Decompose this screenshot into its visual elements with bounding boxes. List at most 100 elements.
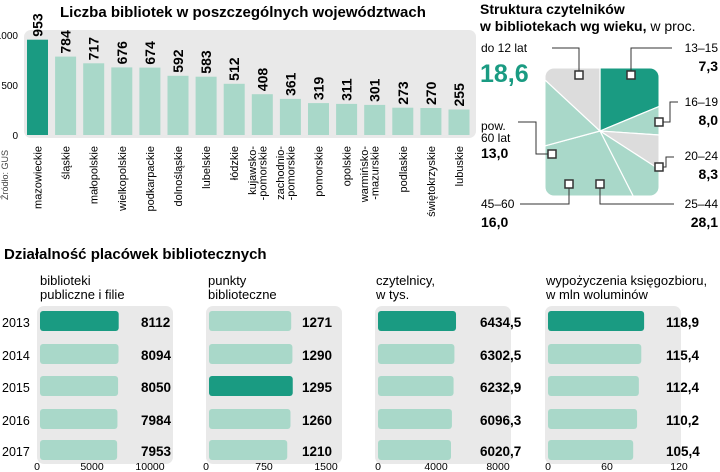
bar <box>279 98 301 135</box>
leader-marker <box>654 117 664 127</box>
bar-value-label: 115,4 <box>666 348 700 363</box>
text-line: dolnośląskie <box>173 146 185 207</box>
year-label: 2017 <box>2 445 30 459</box>
bar-value-label: 8094 <box>141 348 172 363</box>
leader-marker <box>626 70 636 80</box>
bar-value-label: 1260 <box>302 413 332 428</box>
bar <box>378 440 452 460</box>
bar-value-label: 7953 <box>141 444 172 459</box>
chart-title: Liczba bibliotek w poszczególnych wojewó… <box>60 4 426 21</box>
bar-value-label: 301 <box>367 78 383 102</box>
text-line: -mazurskie <box>370 146 382 200</box>
bar-value-label: 319 <box>311 77 327 101</box>
leader-line <box>630 47 672 75</box>
bar-value-label: 118,9 <box>666 315 699 330</box>
category-label: zachodnio--pomorskie <box>275 146 298 201</box>
y-tick-label: 500 <box>1 81 18 92</box>
bar <box>139 67 161 135</box>
bar-value-label: 592 <box>170 49 186 73</box>
bar-value-label: 1295 <box>302 380 333 395</box>
bar-value-label: 1210 <box>302 444 332 459</box>
text-line: -pomorskie <box>285 146 297 200</box>
slice-label: pow. 60 lat <box>481 119 511 145</box>
x-tick-label: 60 <box>601 461 613 472</box>
category-label: wielkopolskie <box>117 146 129 212</box>
slice-label: 45–60 <box>481 197 515 211</box>
text-line: biblioteki <box>40 273 91 288</box>
bar <box>251 94 273 135</box>
bar <box>336 103 358 135</box>
x-tick-label: 120 <box>670 461 688 472</box>
text-line: -pomorskie <box>257 146 269 200</box>
slice-value-label: 13,0 <box>481 145 508 161</box>
bar <box>209 376 293 396</box>
leader-marker <box>564 179 574 189</box>
text-line: pow. <box>481 119 506 133</box>
bar <box>308 103 329 135</box>
text-line: małopolskie <box>89 146 101 204</box>
bar <box>55 56 77 135</box>
leader-line <box>659 101 678 123</box>
x-tick-label: 8000 <box>486 461 510 472</box>
x-tick-label: 750 <box>255 461 273 472</box>
pie-frame <box>544 67 660 197</box>
text-line: punkty <box>208 273 247 288</box>
activity-panel: czytelnicy, w tys. 6434,5 6302,5 6232,9 6096,… <box>375 273 522 472</box>
bar <box>40 409 118 429</box>
bar <box>548 344 642 364</box>
text-line: kujawsko- <box>247 146 259 195</box>
category-label: lubuskie <box>454 146 466 186</box>
panel-label: wypożyczenia księgozbioru, w mln woluminó… <box>545 273 707 302</box>
chart-background <box>24 30 476 138</box>
year-label: 2013 <box>2 316 30 330</box>
slice-value-label: 8,3 <box>699 166 719 182</box>
text-line: podkarpackie <box>145 146 157 211</box>
slice-label: 13–15 <box>685 41 719 55</box>
activity-panel: punkty biblioteczne 1271 1290 1295 1260 1210 0 7… <box>203 273 342 472</box>
x-tick-label: 0 <box>203 461 209 472</box>
leader-marker <box>654 162 664 172</box>
bar <box>448 109 470 135</box>
bar-value-label: 674 <box>142 41 158 65</box>
bar-value-label: 408 <box>254 68 270 92</box>
leader-marker <box>574 70 584 80</box>
bar-value-label: 311 <box>339 78 355 101</box>
category-label: świętokrzyskie <box>426 146 438 217</box>
bar-value-label: 8050 <box>141 380 171 395</box>
leader-marker <box>547 149 557 159</box>
category-label: podkarpackie <box>145 146 157 211</box>
text-line: w bibliotekach wg wieku, <box>479 18 646 34</box>
bar-value-label: 255 <box>451 83 467 107</box>
bar-value-label: 784 <box>58 30 74 54</box>
x-tick-label: 0 <box>545 461 551 472</box>
text-line: zachodnio- <box>275 146 287 200</box>
year-label: 2015 <box>2 381 30 395</box>
y-tick-label: 1000 <box>0 31 18 42</box>
text-line: podlaskie <box>398 146 410 192</box>
year-label: 2014 <box>2 349 30 363</box>
bar-value-label: 512 <box>226 57 242 81</box>
text-line: śląskie <box>61 146 73 180</box>
panel-label: punkty biblioteczne <box>208 273 277 302</box>
category-label: pomorskie <box>314 146 326 197</box>
pie-slice <box>545 130 659 196</box>
pie-slice <box>598 129 659 196</box>
leader-line <box>599 184 674 205</box>
bar-value-label: 361 <box>282 72 298 96</box>
bar <box>111 67 133 135</box>
bar <box>378 409 452 429</box>
activity-panel: wypożyczenia księgozbioru, w mln woluminó… <box>545 273 707 472</box>
text-line: w tys. <box>375 287 409 302</box>
bar-value-label: 953 <box>30 13 46 37</box>
leader-line <box>552 47 580 75</box>
activity-chart: Działalność placówek bibliotecznych 2013 2… <box>2 246 707 472</box>
bar-value-label: 110,2 <box>666 413 699 428</box>
bar-value-label: 6020,7 <box>480 444 521 459</box>
bar <box>378 376 454 396</box>
text-line: łódzkie <box>229 146 241 180</box>
year-label: 2016 <box>2 414 30 428</box>
bar <box>209 344 293 364</box>
bar <box>195 76 217 135</box>
chart-title: Działalność placówek bibliotecznych <box>4 246 267 263</box>
